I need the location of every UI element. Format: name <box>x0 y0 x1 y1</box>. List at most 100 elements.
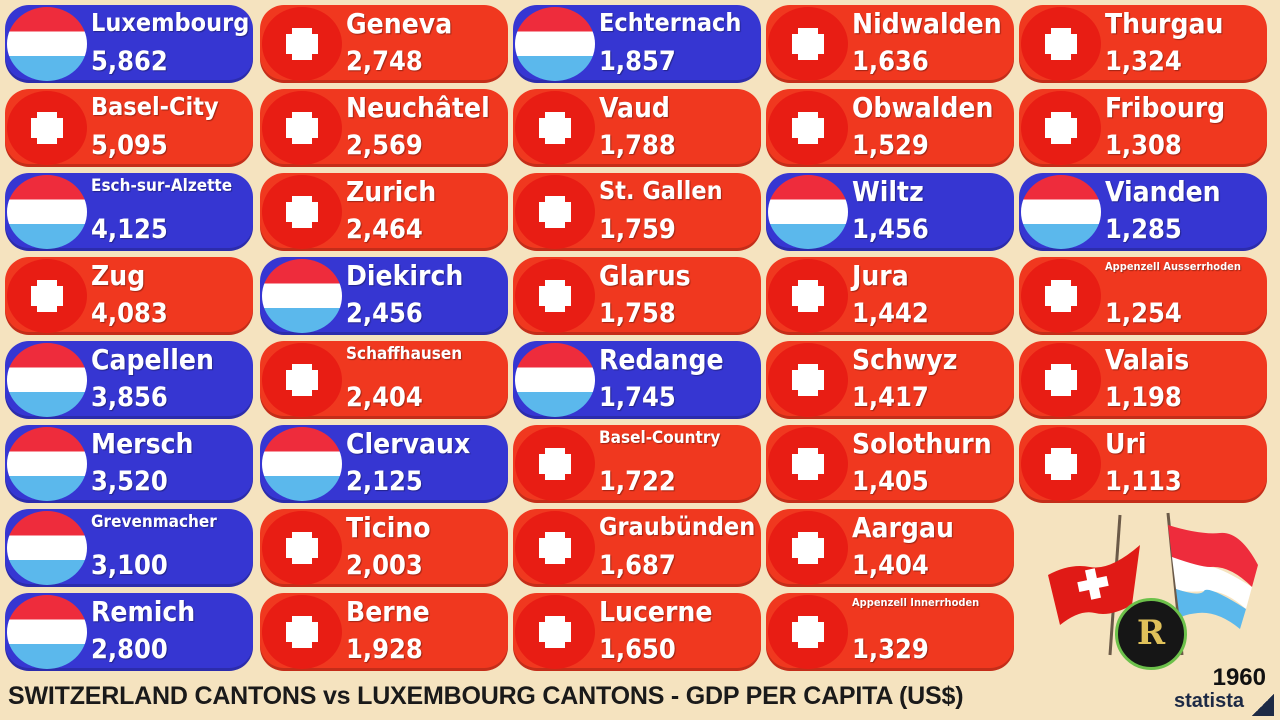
swiss-flag-icon <box>515 427 595 501</box>
canton-card: Basel-Country 1,722 <box>513 425 761 503</box>
year-label: 1960 <box>1212 664 1266 691</box>
canton-name: Thurgau <box>1105 7 1224 40</box>
canton-card: Vianden 1,285 <box>1019 173 1267 251</box>
gdp-value: 1,529 <box>852 130 929 161</box>
canton-name: Geneva <box>346 7 453 40</box>
canton-name: Schaffhausen <box>346 344 463 364</box>
gdp-value: 2,464 <box>346 214 423 245</box>
canton-card: Valais 1,198 <box>1019 341 1267 419</box>
swiss-flag-icon <box>262 91 342 165</box>
canton-card: Zug 4,083 <box>5 257 253 335</box>
canton-card: Neuchâtel 2,569 <box>260 89 508 167</box>
swiss-flag-icon <box>262 511 342 585</box>
swiss-flag-icon <box>515 259 595 333</box>
swiss-flag-icon <box>1021 259 1101 333</box>
swiss-flag-icon <box>768 259 848 333</box>
canton-name: Fribourg <box>1105 91 1226 124</box>
swiss-flag-icon <box>262 595 342 669</box>
swiss-flag-icon <box>7 259 87 333</box>
canton-name: Appenzell Innerrhoden <box>852 596 980 609</box>
canton-name: Obwalden <box>852 91 994 124</box>
gdp-value: 3,520 <box>91 466 168 497</box>
canton-name: Aargau <box>852 511 954 544</box>
canton-name: Vianden <box>1105 175 1221 208</box>
gdp-value: 1,687 <box>599 550 676 581</box>
canton-name: Mersch <box>91 427 194 460</box>
gdp-value: 1,745 <box>599 382 676 413</box>
canton-card: Grevenmacher 3,100 <box>5 509 253 587</box>
canton-card: Schaffhausen 2,404 <box>260 341 508 419</box>
canton-card: Diekirch 2,456 <box>260 257 508 335</box>
gdp-value: 4,083 <box>91 298 168 329</box>
swiss-flag-icon <box>768 595 848 669</box>
canton-card: Capellen 3,856 <box>5 341 253 419</box>
canton-name: Vaud <box>599 91 670 124</box>
luxembourg-flag-icon <box>262 427 342 501</box>
gdp-value: 1,456 <box>852 214 929 245</box>
canton-card: Uri 1,113 <box>1019 425 1267 503</box>
swiss-flag-icon <box>768 91 848 165</box>
canton-name: Graubünden <box>599 512 756 541</box>
canton-card: Basel-City 5,095 <box>5 89 253 167</box>
canton-name: Diekirch <box>346 259 464 292</box>
canton-name: Zurich <box>346 175 437 208</box>
gdp-value: 2,569 <box>346 130 423 161</box>
luxembourg-flag-icon <box>7 511 87 585</box>
chart-title: SWITZERLAND CANTONS vs LUXEMBOURG CANTON… <box>8 682 964 710</box>
swiss-flag-icon <box>262 7 342 81</box>
swiss-flag-icon <box>1021 91 1101 165</box>
gdp-value: 5,862 <box>91 46 168 77</box>
gdp-value: 1,324 <box>1105 46 1182 77</box>
canton-name: Schwyz <box>852 343 958 376</box>
gdp-value: 2,456 <box>346 298 423 329</box>
gdp-value: 1,636 <box>852 46 929 77</box>
gdp-value: 1,405 <box>852 466 929 497</box>
gdp-value: 3,100 <box>91 550 168 581</box>
swiss-flag-icon <box>1021 427 1101 501</box>
canton-name: Ticino <box>346 511 431 544</box>
swiss-flag-icon <box>768 343 848 417</box>
luxembourg-flag-icon <box>515 7 595 81</box>
swiss-flag-icon <box>768 427 848 501</box>
gdp-value: 1,722 <box>599 466 676 497</box>
channel-logo-icon: R <box>1115 598 1187 670</box>
gdp-value: 2,748 <box>346 46 423 77</box>
canton-name: Appenzell Ausserrhoden <box>1105 260 1241 273</box>
gdp-value: 2,125 <box>346 466 423 497</box>
gdp-value: 1,928 <box>346 634 423 665</box>
canton-name: Neuchâtel <box>346 91 490 124</box>
gdp-value: 1,442 <box>852 298 929 329</box>
statista-logo-icon <box>1252 694 1274 716</box>
gdp-value: 1,758 <box>599 298 676 329</box>
canton-card: Luxembourg 5,862 <box>5 5 253 83</box>
canton-card: Aargau 1,404 <box>766 509 1014 587</box>
canton-name: Remich <box>91 595 196 628</box>
canton-card: Mersch 3,520 <box>5 425 253 503</box>
canton-card: Schwyz 1,417 <box>766 341 1014 419</box>
luxembourg-flag-icon <box>262 259 342 333</box>
canton-card: Clervaux 2,125 <box>260 425 508 503</box>
swiss-flag-icon <box>768 7 848 81</box>
canton-card: Glarus 1,758 <box>513 257 761 335</box>
gdp-value: 4,125 <box>91 214 168 245</box>
canton-name: Wiltz <box>852 175 924 208</box>
gdp-value: 1,329 <box>852 634 929 665</box>
canton-card: Ticino 2,003 <box>260 509 508 587</box>
swiss-flag-icon <box>1021 7 1101 81</box>
canton-card: Graubünden 1,687 <box>513 509 761 587</box>
swiss-flag-icon <box>515 511 595 585</box>
gdp-value: 1,285 <box>1105 214 1182 245</box>
swiss-flag-icon <box>515 595 595 669</box>
canton-name: Basel-City <box>91 92 219 121</box>
switzerland-waving-flag-icon <box>1048 514 1140 656</box>
gdp-value: 2,404 <box>346 382 423 413</box>
luxembourg-flag-icon <box>7 343 87 417</box>
canton-name: Basel-Country <box>599 428 721 448</box>
canton-card: Geneva 2,748 <box>260 5 508 83</box>
luxembourg-flag-icon <box>1021 175 1101 249</box>
canton-name: Jura <box>852 259 909 292</box>
luxembourg-waving-flag-icon <box>1166 512 1258 656</box>
gdp-value: 1,198 <box>1105 382 1182 413</box>
swiss-flag-icon <box>1021 343 1101 417</box>
swiss-flag-icon <box>768 511 848 585</box>
